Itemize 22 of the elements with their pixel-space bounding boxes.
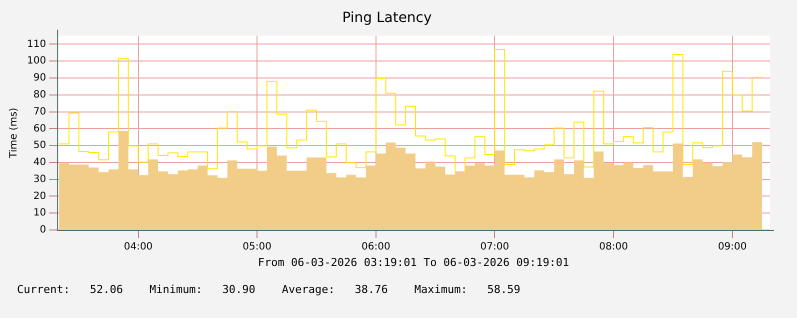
chart-title: Ping Latency xyxy=(342,10,432,26)
y-tick-label: 60 xyxy=(33,123,46,134)
y-tick-label: 80 xyxy=(33,90,46,100)
y-tick-label: 110 xyxy=(26,38,46,50)
y-axis-title: Time (ms) xyxy=(8,108,20,160)
x-tick-label: 04:00 xyxy=(124,242,153,253)
x-tick-label: 05:00 xyxy=(242,242,272,253)
y-tick-label: 90 xyxy=(33,72,46,84)
y-tick-label: 40 xyxy=(33,157,46,168)
y-tick-label: 20 xyxy=(33,190,46,202)
x-tick-label: 06:00 xyxy=(361,242,390,253)
x-tick-label: 09:00 xyxy=(718,242,747,253)
x-tick-label: 08:00 xyxy=(599,242,628,253)
x-tick-label: 07:00 xyxy=(480,242,510,253)
y-tick-label: 70 xyxy=(33,106,46,118)
y-tick-label: 0 xyxy=(40,224,46,236)
y-tick-label: 50 xyxy=(33,140,46,152)
y-tick-label: 30 xyxy=(33,174,46,185)
y-tick-label: 10 xyxy=(33,208,46,219)
y-tick-label: 100 xyxy=(26,56,46,67)
text: From 06-03-2026 03:19:01 To 06-03-2026 09:19:01 xyxy=(258,256,570,269)
text: Current: 52.06 Minimum: 30.90 Average: 38.76 Maximum: 58.59 xyxy=(17,283,520,296)
